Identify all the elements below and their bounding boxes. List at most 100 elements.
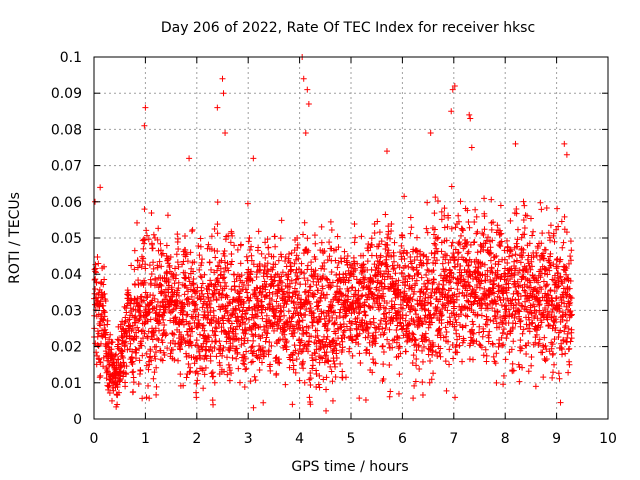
data-point xyxy=(129,326,136,333)
data-point xyxy=(385,268,392,275)
data-point xyxy=(512,283,519,290)
data-point xyxy=(332,257,339,264)
data-point xyxy=(150,259,157,266)
data-point xyxy=(474,249,481,256)
data-point xyxy=(122,383,129,390)
data-point xyxy=(186,369,193,376)
data-point xyxy=(293,356,300,363)
data-point xyxy=(208,370,215,377)
data-point xyxy=(512,251,519,258)
data-point xyxy=(307,370,314,377)
data-point xyxy=(264,330,271,337)
data-point xyxy=(192,313,199,320)
data-point xyxy=(539,230,546,237)
data-point xyxy=(392,270,399,277)
data-point xyxy=(279,279,286,286)
data-point xyxy=(510,367,517,374)
data-point xyxy=(307,300,314,307)
data-point xyxy=(396,343,403,350)
data-point xyxy=(503,289,510,296)
data-point xyxy=(364,334,371,341)
data-point xyxy=(159,357,166,364)
data-point xyxy=(293,252,300,259)
data-point xyxy=(275,257,282,264)
data-point xyxy=(425,267,432,274)
data-point xyxy=(439,301,446,308)
data-point xyxy=(341,248,348,255)
data-point xyxy=(439,260,446,267)
data-point xyxy=(368,290,375,297)
data-point xyxy=(235,337,242,344)
x-tick-label: 3 xyxy=(244,431,253,447)
data-point xyxy=(412,307,419,314)
data-point xyxy=(413,356,420,363)
data-point xyxy=(484,321,491,328)
data-point xyxy=(200,385,207,392)
data-point xyxy=(422,330,429,337)
data-point xyxy=(482,346,489,353)
data-point xyxy=(333,314,340,321)
data-point xyxy=(339,344,346,351)
data-point xyxy=(295,292,302,299)
data-point xyxy=(515,307,522,314)
data-point xyxy=(229,354,236,361)
data-point xyxy=(129,348,136,355)
data-point xyxy=(453,293,460,300)
data-point xyxy=(301,219,308,226)
data-point xyxy=(228,230,235,237)
data-point xyxy=(327,284,334,291)
data-point xyxy=(481,261,488,268)
data-point xyxy=(288,250,295,257)
data-point xyxy=(328,227,335,234)
data-point xyxy=(509,296,516,303)
data-point xyxy=(235,365,242,372)
data-point xyxy=(431,226,438,233)
data-point xyxy=(367,318,374,325)
data-point xyxy=(153,364,160,371)
data-point xyxy=(509,360,516,367)
data-point xyxy=(521,287,528,294)
data-point xyxy=(302,130,309,137)
data-point xyxy=(520,198,527,205)
data-point xyxy=(395,335,402,342)
y-tick-label: 0.1 xyxy=(60,50,82,66)
data-point xyxy=(183,284,190,291)
data-point xyxy=(452,224,459,231)
data-point xyxy=(438,239,445,246)
data-point xyxy=(480,328,487,335)
data-point xyxy=(476,329,483,336)
data-point xyxy=(424,286,431,293)
data-point xyxy=(380,293,387,300)
data-point xyxy=(475,277,482,284)
data-point xyxy=(484,273,491,280)
data-point xyxy=(300,75,307,82)
data-point xyxy=(174,235,181,242)
data-point xyxy=(341,327,348,334)
data-point xyxy=(107,331,114,338)
data-point xyxy=(331,319,338,326)
data-point xyxy=(135,308,142,315)
data-point xyxy=(495,282,502,289)
data-point xyxy=(150,292,157,299)
data-point xyxy=(388,228,395,235)
data-point xyxy=(354,260,361,267)
data-point xyxy=(568,311,575,318)
data-point xyxy=(256,342,263,349)
data-point xyxy=(417,293,424,300)
data-point xyxy=(300,358,307,365)
y-tick-label: 0.01 xyxy=(51,376,82,392)
data-point xyxy=(184,295,191,302)
data-point xyxy=(553,295,560,302)
data-point xyxy=(242,326,249,333)
data-point xyxy=(271,233,278,240)
data-point xyxy=(268,342,275,349)
data-point xyxy=(465,279,472,286)
data-point xyxy=(333,340,340,347)
data-point xyxy=(383,321,390,328)
data-point xyxy=(517,318,524,325)
data-point xyxy=(492,360,499,367)
data-point xyxy=(234,349,241,356)
data-point xyxy=(180,308,187,315)
data-point xyxy=(384,234,391,241)
data-point xyxy=(282,381,289,388)
